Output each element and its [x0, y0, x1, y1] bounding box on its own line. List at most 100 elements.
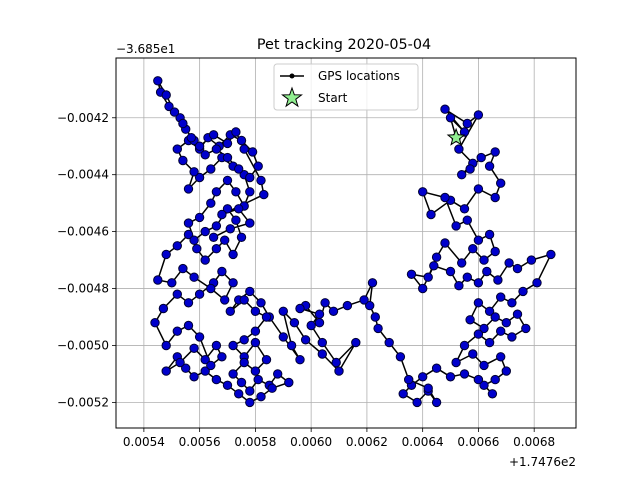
gps-point [423, 272, 433, 282]
y-tick-label: −0.0050 [57, 338, 109, 352]
gps-point [256, 298, 266, 308]
gps-point [161, 90, 171, 100]
gps-point [200, 366, 210, 376]
gps-point [225, 306, 236, 316]
gps-point [250, 337, 261, 348]
gps-point [482, 266, 492, 277]
gps-point [317, 337, 327, 348]
gps-point [490, 374, 500, 385]
gps-point [228, 340, 238, 351]
gps-point [189, 343, 199, 353]
gps-point [169, 107, 180, 117]
gps-point [462, 272, 472, 282]
gps-point [217, 352, 227, 362]
gps-point [158, 303, 169, 314]
gps-point [220, 235, 230, 245]
gps-point [512, 263, 523, 274]
gps-point [426, 209, 436, 220]
gps-point [454, 144, 464, 154]
gps-point [228, 278, 238, 288]
gps-point [225, 224, 236, 234]
y-offset-label: −3.685e1 [116, 42, 175, 56]
gps-point [468, 244, 478, 254]
gps-point [211, 221, 222, 231]
gps-point [331, 357, 341, 368]
gps-point [273, 369, 283, 379]
gps-point [473, 278, 484, 288]
gps-point [245, 386, 255, 396]
x-offset-label: +1.7476e2 [509, 455, 576, 469]
gps-point [473, 298, 484, 308]
gps-point [217, 209, 227, 220]
gps-point [206, 283, 216, 294]
gps-point [546, 249, 556, 260]
gps-point [206, 198, 216, 208]
gps-point [518, 286, 528, 297]
legend-label-start: Start [318, 91, 348, 105]
gps-point [370, 312, 380, 322]
gps-point [404, 374, 414, 385]
gps-point [300, 335, 311, 345]
gps-point [295, 303, 305, 314]
gps-point [189, 272, 199, 282]
gps-point [253, 161, 263, 171]
gps-point [431, 363, 442, 373]
gps-point [418, 372, 428, 382]
gps-point [211, 374, 222, 385]
gps-point [320, 298, 330, 308]
chart-title: Pet tracking 2020-05-04 [257, 37, 431, 53]
gps-point [208, 232, 219, 243]
gps-point [245, 218, 255, 228]
gps-point [445, 113, 456, 123]
gps-point [490, 147, 500, 157]
gps-point [454, 281, 464, 291]
gps-point [445, 372, 456, 382]
gps-point [459, 204, 470, 214]
gps-point [365, 300, 375, 311]
gps-point [183, 298, 194, 308]
gps-point [217, 266, 227, 277]
gps-point [286, 340, 297, 351]
gps-point [181, 363, 191, 373]
x-tick-label: 0.0064 [402, 435, 444, 449]
gps-point [501, 318, 511, 328]
gps-point [211, 244, 222, 254]
gps-point [521, 323, 531, 334]
gps-point [334, 366, 344, 376]
gps-point [245, 172, 255, 183]
gps-point [234, 164, 244, 174]
gps-point [479, 360, 489, 371]
gps-point [462, 118, 472, 129]
gps-point [192, 244, 202, 254]
gps-point [532, 278, 542, 288]
gps-track-line [154, 80, 552, 404]
gps-point [490, 312, 500, 322]
gps-point [507, 332, 517, 342]
gps-point [440, 192, 450, 203]
gps-point [228, 369, 238, 379]
gps-point [459, 127, 470, 137]
gps-point [457, 258, 467, 268]
gps-point [314, 309, 325, 319]
gps-point [526, 255, 537, 265]
gps-point [306, 320, 316, 331]
data-layer [150, 76, 556, 408]
gps-point [278, 332, 288, 342]
gps-point [161, 340, 171, 351]
gps-point [172, 144, 183, 154]
gps-point [194, 289, 205, 299]
start-star-icon [446, 127, 466, 146]
gps-point [222, 380, 233, 390]
gps-point [328, 306, 339, 316]
legend-star-icon [281, 86, 303, 108]
gps-point [473, 235, 484, 245]
gps-point [161, 249, 171, 260]
gps-point [440, 238, 450, 248]
gps-point [487, 389, 498, 399]
gps-point [200, 226, 210, 237]
gps-point [189, 372, 199, 382]
gps-point [189, 167, 199, 177]
gps-point [153, 76, 163, 86]
gps-point [172, 241, 183, 251]
gps-point [496, 352, 506, 362]
